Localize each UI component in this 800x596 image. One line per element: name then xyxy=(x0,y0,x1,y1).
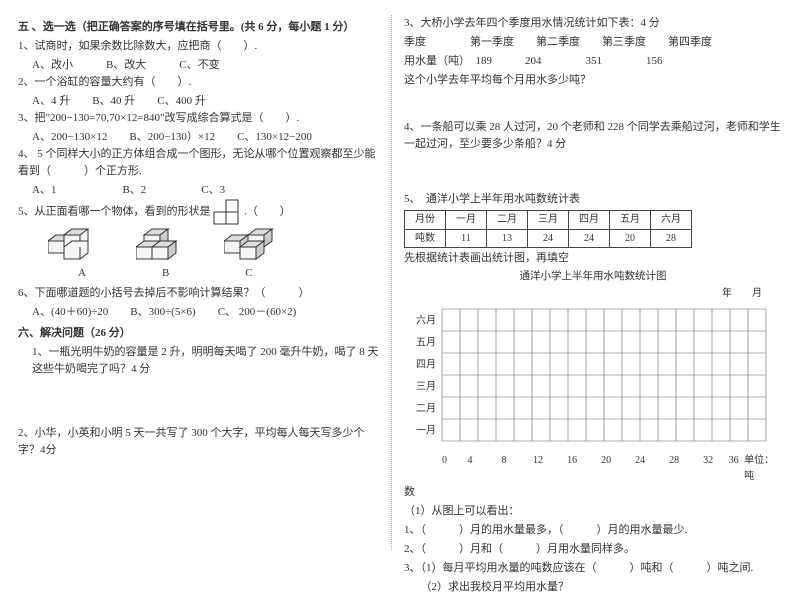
q5-6: 6、下面哪道题的小括号去掉后不影响计算结果？（ ） xyxy=(18,285,379,302)
q5-1: 1、试商时，如果余数比除数大，应把商（ ）. xyxy=(18,38,379,55)
q5-sub2: 1、（ ）月的用水量最多，（ ）月的用水量最少. xyxy=(404,522,782,539)
td-3: 24 xyxy=(528,229,569,248)
chart-title: 通洋小学上半年用水吨数统计图 xyxy=(404,269,782,285)
cube-a-icon xyxy=(48,227,96,263)
label-a: A xyxy=(78,265,86,282)
xtick-9: 36 xyxy=(725,453,742,484)
cube-c-icon xyxy=(224,227,278,263)
q5-sub4: 3、（1）每月平均用水量的吨数应该在（ ）吨和（ ）吨之间. xyxy=(404,560,782,577)
q4: 4、一条船可以乘 28 人过河，20 个老师和 228 个同学去乘船过河，老师和… xyxy=(404,119,782,153)
q5-sub3: 2、（ ）月和（ ）月用水量同样多。 xyxy=(404,541,782,558)
q5-2-opts: A、4 升 B、40 升 C、400 升 xyxy=(32,93,379,110)
xtick-1: 4 xyxy=(453,453,487,484)
section6-title: 六、解决问题（26 分） xyxy=(18,325,379,342)
q6-2: 2、小华，小英和小明 5 天一共写了 300 个大字，平均每人每天写多少个字？4… xyxy=(18,425,379,459)
td-4: 24 xyxy=(569,229,610,248)
table-data-row: 吨数 11 13 24 24 20 28 xyxy=(405,229,692,248)
svg-text:四月: 四月 xyxy=(416,358,436,370)
q5-sub1: （1）从图上可以看出： xyxy=(404,503,782,520)
q5-2: 2、一个浴缸的容量大约有（ ）. xyxy=(18,74,379,91)
q3-l3: 用水量（吨） 189 204 351 156 xyxy=(404,53,782,70)
xtick-8: 32 xyxy=(691,453,725,484)
svg-text:二月: 二月 xyxy=(416,402,436,414)
right-column: 3、大桥小学去年四个季度用水情况统计如下表：4 分 季度 第一季度 第二季度 第… xyxy=(392,15,782,550)
th-6: 六月 xyxy=(651,211,692,230)
x-ticks-row: 0 4 8 12 16 20 24 28 32 36 单位：吨 xyxy=(436,453,782,484)
q5-sub5: （2）求出我校月平均用水量？ xyxy=(404,579,782,596)
svg-text:三月: 三月 xyxy=(416,380,436,392)
xtick-4: 16 xyxy=(555,453,589,484)
q5-l2: 先根据统计表画出统计图，再填空 xyxy=(404,250,782,267)
q5-6-opts: A、(40＋60)÷20 B、300÷(5×6) C、 200－(60×2) xyxy=(32,304,379,321)
chart-date: 年 月 xyxy=(404,286,782,302)
xtick-3: 12 xyxy=(521,453,555,484)
svg-text:一月: 一月 xyxy=(416,424,436,436)
xtick-5: 20 xyxy=(589,453,623,484)
q3-l2: 季度 第一季度 第二季度 第三季度 第四季度 xyxy=(404,34,782,51)
section5-title: 五 、选一选（把正确答案的序号填在括号里。(共 6 分，每小题 1 分） xyxy=(18,19,379,36)
gap3 xyxy=(404,155,782,191)
th-1: 一月 xyxy=(446,211,487,230)
q5-5: 5、从正面看哪一个物体，看到的形状是 .（ ） xyxy=(18,199,379,225)
x-unit: 单位：吨 xyxy=(744,453,782,484)
q5-4-opts: A、1 B、2 C、3 xyxy=(32,182,379,199)
td-0: 吨数 xyxy=(405,229,446,248)
gap1 xyxy=(18,380,379,425)
th-3: 三月 xyxy=(528,211,569,230)
q5-5-text: 5、从正面看哪一个物体，看到的形状是 xyxy=(18,206,211,218)
td-5: 20 xyxy=(610,229,651,248)
xtick-2: 8 xyxy=(487,453,521,484)
q3-l1: 3、大桥小学去年四个季度用水情况统计如下表：4 分 xyxy=(404,15,782,32)
cube-labels: A B C xyxy=(78,265,379,282)
td-1: 11 xyxy=(446,229,487,248)
q6-1: 1、一瓶光明牛奶的容量是 2 升，明明每天喝了 200 毫升牛奶，喝了 8 天这… xyxy=(32,344,379,378)
q5-4: 4、 5 个同样大小的正方体组合成一个图形，无论从哪个位置观察都至少能看到（ ）… xyxy=(18,146,379,180)
svg-text:五月: 五月 xyxy=(416,336,436,348)
cube-b-icon xyxy=(136,227,184,263)
cube-shape-icon xyxy=(213,199,241,225)
q5-title: 5、 通洋小学上半年用水吨数统计表 xyxy=(404,191,782,208)
cube-options-row xyxy=(48,227,379,263)
label-b: B xyxy=(162,265,169,282)
q5-3: 3、把"200−130=70,70×12=840"改写成综合算式是（ ）. xyxy=(18,110,379,127)
th-2: 二月 xyxy=(487,211,528,230)
th-0: 月份 xyxy=(405,211,446,230)
gap2 xyxy=(404,91,782,119)
td-6: 28 xyxy=(651,229,692,248)
td-2: 13 xyxy=(487,229,528,248)
q3-l4: 这个小学去年平均每个月用水多少吨？ xyxy=(404,72,782,89)
label-c: C xyxy=(245,265,252,282)
q5-5-tail: .（ ） xyxy=(244,206,291,218)
xtick-7: 28 xyxy=(657,453,691,484)
th-4: 四月 xyxy=(569,211,610,230)
svg-text:六月: 六月 xyxy=(416,314,436,326)
th-5: 五月 xyxy=(610,211,651,230)
xtick-6: 24 xyxy=(623,453,657,484)
table-header-row: 月份 一月 二月 三月 四月 五月 六月 xyxy=(405,211,692,230)
xlabel: 数 xyxy=(404,484,782,501)
bar-chart-grid: 六月五月四月三月二月一月 0 4 8 12 16 20 24 28 32 36 … xyxy=(404,303,782,501)
left-column: 五 、选一选（把正确答案的序号填在括号里。(共 6 分，每小题 1 分） 1、试… xyxy=(18,15,392,550)
q5-1-opts: A、改小 B、改大 C、不变 xyxy=(32,57,379,74)
xtick-0: 0 xyxy=(436,453,453,484)
q5-3-opts: A、200−130×12 B、200−130）×12 C、130×12−200 xyxy=(32,129,379,146)
water-table: 月份 一月 二月 三月 四月 五月 六月 吨数 11 13 24 24 20 2… xyxy=(404,210,692,248)
